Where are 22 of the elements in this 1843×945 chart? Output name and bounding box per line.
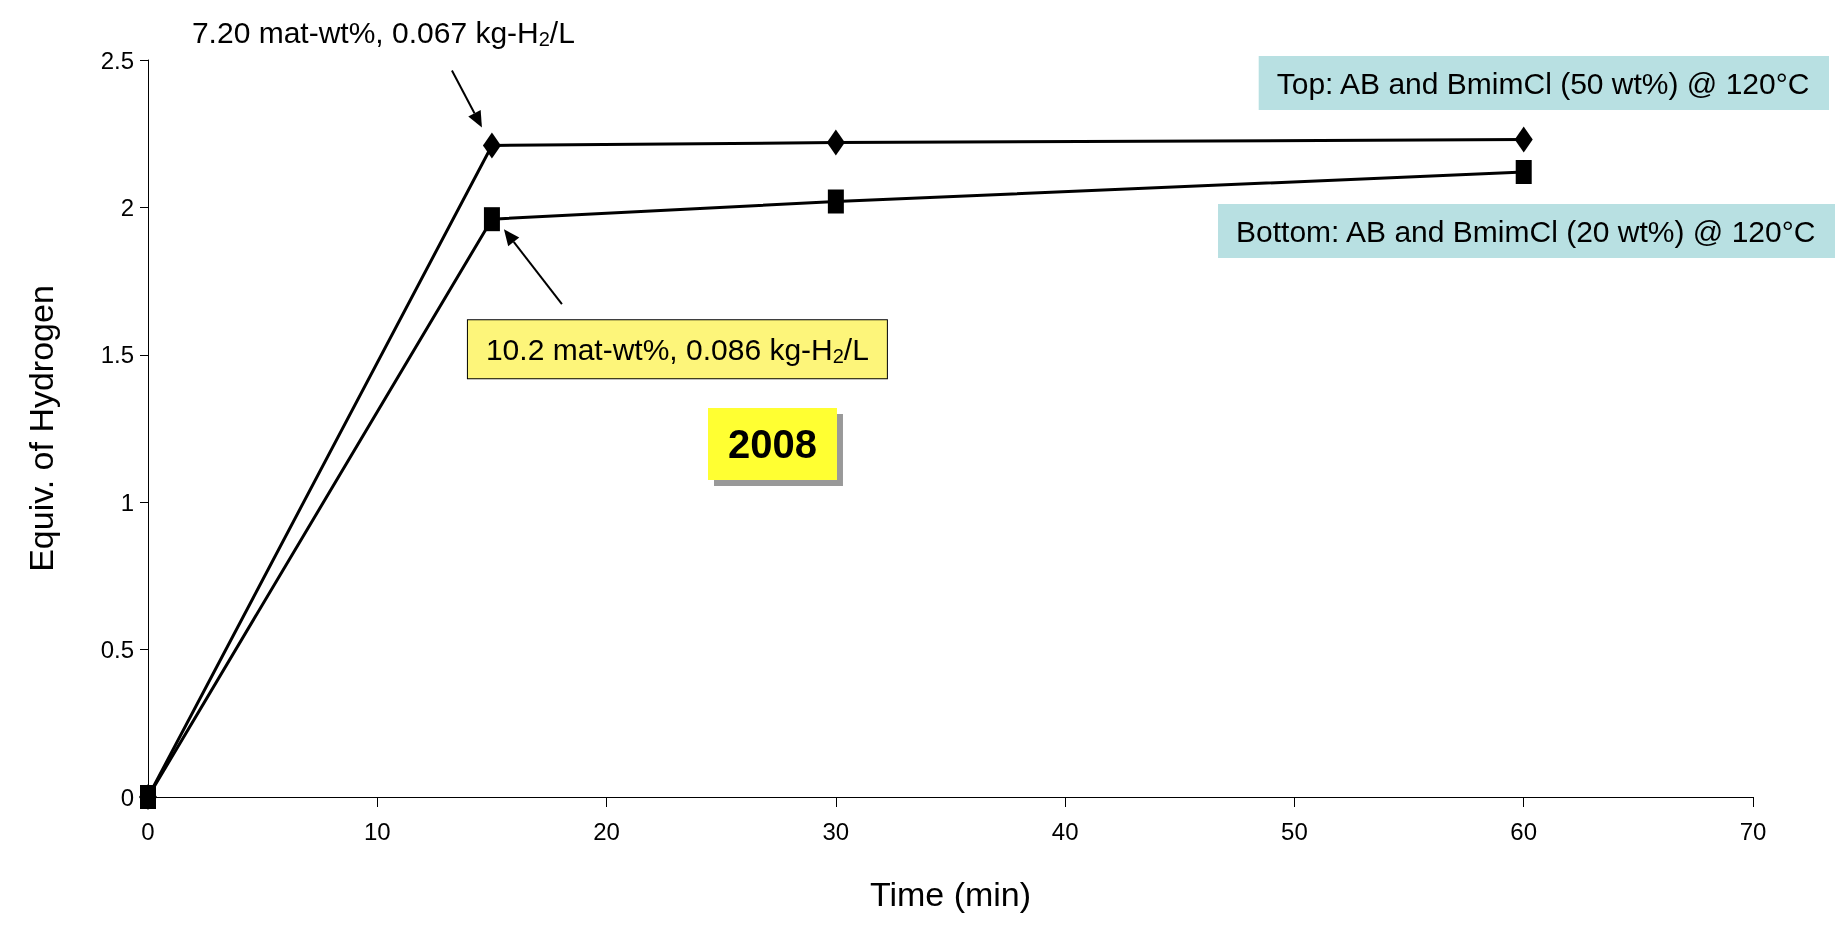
y-axis-title: Equiv. of Hydrogen — [22, 285, 60, 572]
x-tick-label: 10 — [363, 817, 391, 845]
y-tick-label: 2 — [120, 193, 134, 221]
annotation: 2008 — [728, 422, 817, 466]
x-tick-label: 20 — [593, 817, 620, 845]
x-tick-label: 70 — [1739, 817, 1767, 845]
point — [1514, 126, 1533, 153]
x-tick-label: 40 — [1051, 817, 1079, 845]
x-tick-label: 30 — [822, 817, 850, 845]
x-tick-label: 60 — [1510, 817, 1538, 845]
y-tick-label: 1.5 — [100, 341, 134, 369]
y-tick-label: 1 — [120, 488, 134, 516]
x-tick-label: 0 — [141, 817, 155, 845]
annotation: Bottom: AB and BmimCl (20 wt%) @ 120°C — [1236, 214, 1816, 248]
annotation: Top: AB and BmimCl (50 wt%) @ 120°C — [1276, 66, 1810, 100]
y-tick-label: 0 — [120, 783, 134, 811]
x-tick-label: 50 — [1281, 817, 1308, 845]
y-tick-label: 0.5 — [100, 636, 134, 664]
y-tick-label: 2.5 — [100, 46, 134, 74]
point — [482, 132, 501, 159]
x-axis-title: Time (min) — [869, 875, 1032, 913]
point — [826, 129, 845, 156]
